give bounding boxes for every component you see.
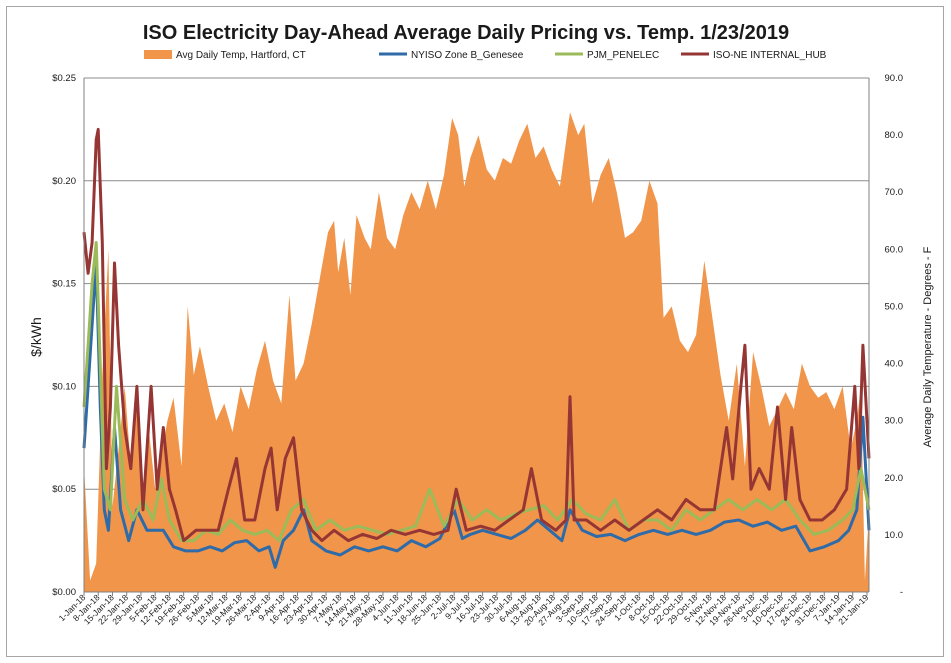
chart: ISO Electricity Day-Ahead Average Daily … (28, 22, 934, 628)
price-lines (82, 127, 871, 569)
legend-label-nyiso: NYISO Zone B_Genesee (411, 50, 524, 61)
y2-tick-label: 80.0 (885, 130, 904, 141)
legend-swatch-temp (144, 50, 172, 59)
y2-tick-label: 10.0 (885, 530, 904, 541)
legend-label-temp: Avg Daily Temp, Hartford, CT (176, 50, 306, 61)
y-tick-label: $0.00 (52, 587, 76, 598)
pjm-series-line (82, 241, 871, 543)
y-axis-left-ticks: $0.00 $0.05 $0.10 $0.15 $0.20 $0.25 (52, 73, 76, 598)
y-tick-label: $0.05 (52, 484, 76, 495)
temperature-area (84, 112, 869, 593)
y2-axis-label: Average Daily Temperature - Degrees - F (922, 246, 934, 447)
y-tick-label: $0.10 (52, 381, 76, 392)
isone-series-line (82, 127, 871, 543)
temperature-series-area (84, 112, 869, 593)
y-axis-right-ticks: - 10.0 20.0 30.0 40.0 50.0 60.0 70.0 80.0 90.0 (885, 73, 904, 598)
legend: Avg Daily Temp, Hartford, CT NYISO Zone … (144, 50, 827, 61)
y2-tick-label: 40.0 (885, 359, 904, 370)
y2-tick-label: - (900, 587, 903, 598)
y-tick-label: $0.25 (52, 73, 76, 84)
nyiso-series-line (82, 261, 871, 569)
y2-tick-label: 20.0 (885, 473, 904, 484)
y2-tick-label: 30.0 (885, 416, 904, 427)
axes (83, 78, 870, 593)
y-axis-label: $/kWh (28, 317, 44, 357)
legend-label-pjm: PJM_PENELEC (587, 50, 659, 61)
y2-tick-label: 50.0 (885, 301, 904, 312)
y2-tick-label: 60.0 (885, 244, 904, 255)
legend-label-isone: ISO-NE INTERNAL_HUB (713, 50, 827, 61)
y-tick-label: $0.20 (52, 176, 76, 187)
y-tick-label: $0.15 (52, 279, 76, 290)
x-axis-ticks: 1-Jan-188-Jan-1815-Jan-1822-Jan-1829-Jan… (57, 592, 871, 628)
y2-tick-label: 70.0 (885, 187, 904, 198)
chart-frame: ISO Electricity Day-Ahead Average Daily … (6, 6, 944, 657)
chart-title: ISO Electricity Day-Ahead Average Daily … (143, 22, 789, 44)
y2-tick-label: 90.0 (885, 73, 904, 84)
